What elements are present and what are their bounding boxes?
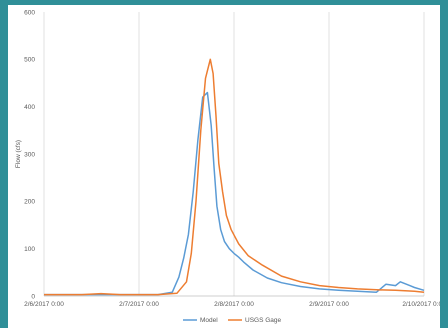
series-lines bbox=[44, 58, 425, 296]
series-line-usgs-gage bbox=[44, 58, 425, 296]
x-tick-label: 2/7/2017 0:00 bbox=[119, 301, 159, 308]
legend-label: USGS Gage bbox=[245, 317, 282, 324]
y-axis-label: Flow (cfs) bbox=[15, 140, 22, 168]
x-tick-label: 2/6/2017 0:00 bbox=[24, 301, 64, 308]
gridlines bbox=[43, 12, 425, 296]
y-tick-labels: 0 100 200 300 400 500 600 bbox=[24, 9, 35, 300]
y-tick-label: 500 bbox=[24, 57, 35, 64]
y-tick-label: 0 bbox=[31, 293, 35, 300]
y-tick-label: 400 bbox=[24, 104, 35, 111]
x-tick-label: 2/8/2017 0:00 bbox=[214, 301, 254, 308]
x-tick-label: 2/9/2017 0:00 bbox=[309, 301, 349, 308]
legend-label: Model bbox=[200, 317, 218, 324]
y-tick-label: 100 bbox=[24, 246, 35, 253]
chart-panel: 0 100 200 300 400 500 600 2/6/2017 0:00 2/7/201… bbox=[8, 5, 440, 328]
y-tick-label: 200 bbox=[24, 199, 35, 206]
line-chart: 0 100 200 300 400 500 600 2/6/2017 0:00 2/7/201… bbox=[15, 9, 440, 324]
x-tick-label: 2/10/2017 0:00 bbox=[402, 301, 440, 308]
y-tick-label: 600 bbox=[24, 9, 35, 16]
y-tick-label: 300 bbox=[24, 151, 35, 158]
legend: Model USGS Gage bbox=[183, 317, 282, 324]
x-tick-labels: 2/6/2017 0:00 2/7/2017 0:00 2/8/2017 0:00 2… bbox=[24, 301, 440, 308]
